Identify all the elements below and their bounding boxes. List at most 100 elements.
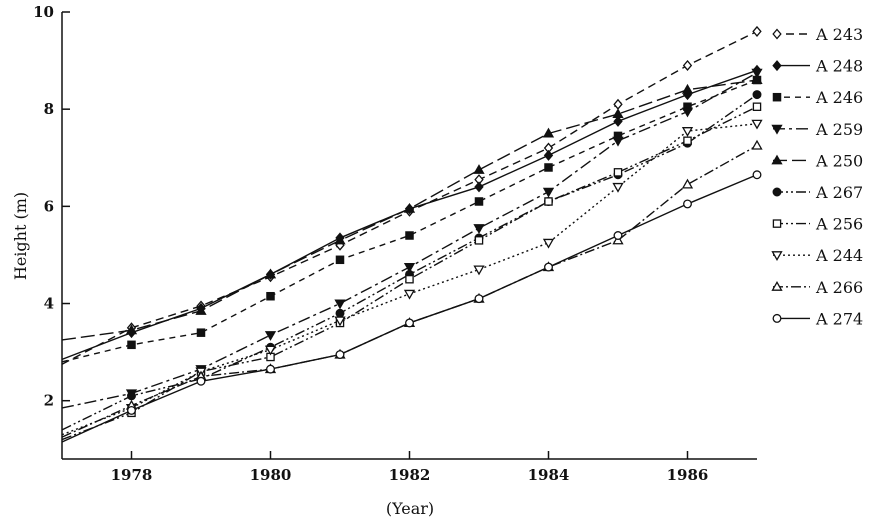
point-marker xyxy=(772,92,782,102)
point-marker xyxy=(195,304,207,315)
point-marker xyxy=(752,25,762,37)
point-marker xyxy=(751,74,763,85)
point-marker xyxy=(613,115,623,127)
legend: A 243 A 248 A 246 A 259 A 250 A 267 A 256 A 244… xyxy=(771,25,863,328)
legend-item: A 266 xyxy=(771,278,863,297)
point-marker xyxy=(752,102,762,111)
point-marker xyxy=(405,231,414,240)
legend-label: A 274 xyxy=(815,309,863,328)
point-marker xyxy=(544,163,553,172)
point-marker xyxy=(474,197,484,206)
point-marker xyxy=(612,136,624,147)
legend-label: A 248 xyxy=(815,57,863,76)
point-marker xyxy=(403,289,416,300)
legend-item: A 246 xyxy=(772,88,863,107)
point-marker xyxy=(264,331,277,341)
point-marker xyxy=(681,83,694,94)
y-tick-label: 2 xyxy=(44,392,54,410)
series-a-267 xyxy=(61,90,762,431)
point-marker xyxy=(772,219,782,228)
legend-item: A 248 xyxy=(772,57,863,76)
legend-item: A 256 xyxy=(772,215,863,234)
point-marker xyxy=(405,318,414,328)
point-marker xyxy=(544,262,553,272)
series-a-244 xyxy=(61,119,763,436)
legend-label: A 246 xyxy=(815,88,863,107)
point-marker xyxy=(127,405,136,415)
point-marker xyxy=(613,231,623,240)
x-tick-label: 1980 xyxy=(250,466,292,484)
series-group xyxy=(61,25,763,443)
y-tick-label: 4 xyxy=(44,295,54,313)
point-marker xyxy=(681,178,694,189)
legend-label: A 250 xyxy=(815,151,863,170)
point-marker xyxy=(752,170,762,180)
legend-label: A 266 xyxy=(815,278,863,297)
point-marker xyxy=(681,107,694,118)
series-line xyxy=(61,72,758,409)
point-marker xyxy=(473,224,485,235)
legend-item: A 243 xyxy=(772,25,863,44)
point-marker xyxy=(612,182,624,193)
series-a-243 xyxy=(61,25,762,365)
point-marker xyxy=(771,280,783,291)
point-marker xyxy=(683,199,692,209)
point-marker xyxy=(751,68,763,79)
x-tick-label: 1978 xyxy=(111,466,153,484)
legend-item: A 267 xyxy=(772,183,863,202)
y-axis-title: Height (m) xyxy=(11,192,30,280)
point-marker xyxy=(474,236,484,245)
series-line xyxy=(61,79,758,363)
point-marker xyxy=(771,251,783,262)
series-line xyxy=(61,106,758,441)
point-marker xyxy=(334,316,346,327)
point-marker xyxy=(335,308,345,318)
point-marker xyxy=(681,127,694,137)
x-tick-label: 1982 xyxy=(389,466,431,484)
point-marker xyxy=(772,28,782,40)
legend-label: A 256 xyxy=(815,215,863,234)
point-marker xyxy=(403,202,416,213)
point-marker xyxy=(772,313,782,323)
legend-item: A 274 xyxy=(772,309,863,328)
point-marker xyxy=(612,108,624,119)
legend-item: A 250 xyxy=(771,151,863,170)
series-a-266 xyxy=(61,139,763,438)
point-marker xyxy=(613,168,623,177)
x-tick-label: 1986 xyxy=(667,466,709,484)
point-marker xyxy=(334,234,346,245)
point-marker xyxy=(403,263,416,273)
y-tick-label: 6 xyxy=(44,197,54,215)
point-marker xyxy=(264,268,277,279)
point-marker xyxy=(127,391,136,401)
series-a-250 xyxy=(61,74,763,341)
legend-label: A 267 xyxy=(815,183,863,202)
point-marker xyxy=(613,98,623,110)
point-marker xyxy=(544,197,553,206)
point-marker xyxy=(405,274,414,284)
series-a-274 xyxy=(61,170,762,443)
point-marker xyxy=(682,59,693,71)
y-tick-label: 10 xyxy=(33,3,54,21)
point-marker xyxy=(752,90,762,100)
point-marker xyxy=(542,187,555,198)
x-tick-label: 1984 xyxy=(528,466,570,484)
point-marker xyxy=(473,265,485,276)
point-marker xyxy=(335,255,345,265)
legend-label: A 243 xyxy=(815,25,863,44)
point-marker xyxy=(474,294,484,304)
point-marker xyxy=(196,376,206,386)
legend-item: A 244 xyxy=(771,246,863,265)
point-marker xyxy=(266,364,275,374)
point-marker xyxy=(772,60,782,72)
x-axis-title: (Year) xyxy=(386,499,434,518)
point-marker xyxy=(751,119,763,130)
axes: 2 4 6 8 10 1978 1980 1982 1984 1986 xyxy=(33,3,757,484)
point-marker xyxy=(542,127,555,138)
series-line xyxy=(61,94,758,431)
point-marker xyxy=(125,324,138,335)
legend-item: A 259 xyxy=(771,120,863,139)
point-marker xyxy=(335,350,345,360)
point-marker xyxy=(196,328,206,337)
